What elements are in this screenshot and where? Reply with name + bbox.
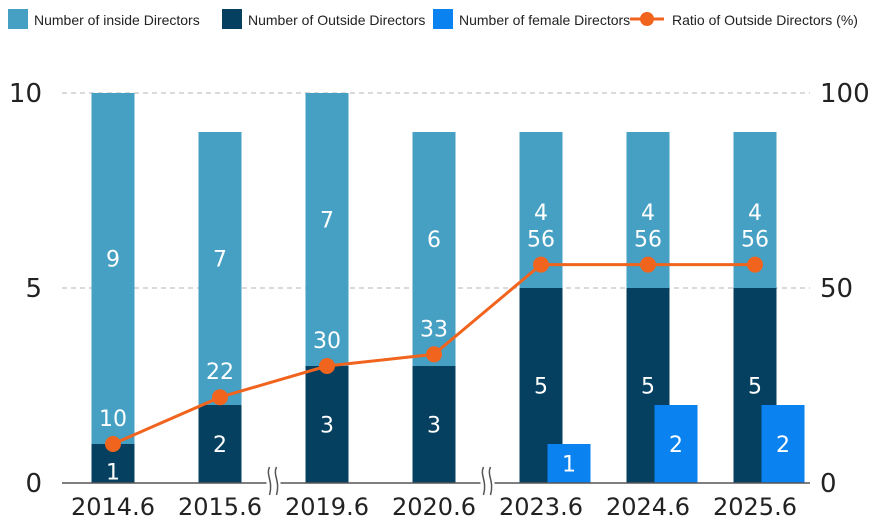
ratio-point-2020.6 — [426, 346, 442, 363]
label-ratio-2014.6: 10 — [99, 407, 127, 432]
bar-outside-2020.6 — [412, 366, 456, 483]
ratio-point-2014.6 — [105, 436, 121, 452]
label-female-2023.6: 1 — [562, 453, 576, 478]
label-outside-2023.6: 5 — [534, 375, 548, 400]
label-inside-2025.6: 4 — [748, 201, 762, 226]
bars — [91, 93, 805, 483]
label-inside-2015.6: 7 — [213, 248, 227, 273]
axis-break-stroke-2 — [274, 466, 279, 496]
label-inside-2024.6: 4 — [641, 201, 655, 226]
x-tick-2020.6: 2020.6 — [392, 493, 476, 521]
label-inside-2020.6: 6 — [427, 228, 441, 253]
label-outside-2014.6: 1 — [106, 461, 120, 486]
y-right-tick-50: 50 — [820, 274, 853, 304]
legend-swatch-0 — [8, 9, 28, 29]
x-tick-2015.6: 2015.6 — [178, 493, 262, 521]
axis-break-stroke-2 — [488, 466, 493, 496]
legend-label-0: Number of inside Directors — [34, 12, 200, 28]
label-outside-2020.6: 3 — [427, 414, 441, 439]
label-inside-2023.6: 4 — [534, 201, 548, 226]
ratio-point-2025.6 — [747, 256, 763, 273]
label-ratio-2019.6: 30 — [313, 329, 341, 354]
ratio-point-2015.6 — [212, 389, 228, 406]
x-tick-2014.6: 2014.6 — [71, 493, 155, 521]
label-inside-2019.6: 7 — [320, 209, 334, 234]
x-tick-2023.6: 2023.6 — [499, 493, 583, 521]
ratio-point-2024.6 — [640, 256, 656, 273]
data-labels: 9 1 7 2 7 3 6 3 1 4 5 2 4 5 2 4 5 10 22 30 33 56 56 56 — [99, 201, 790, 486]
label-outside-2019.6: 3 — [320, 414, 334, 439]
legend-label-3: Ratio of Outside Directors (%) — [672, 12, 858, 28]
bar-inside-2015.6 — [198, 132, 242, 405]
axis-break-stroke-1 — [267, 466, 272, 496]
label-female-2025.6: 2 — [776, 433, 790, 458]
ratio-point-2019.6 — [319, 358, 335, 374]
x-tick-2024.6: 2024.6 — [606, 493, 690, 521]
y-left-tick-5: 5 — [25, 274, 42, 304]
y-left-tick-0: 0 — [25, 469, 42, 499]
bar-outside-2019.6 — [305, 366, 349, 483]
bar-female-2023.6 — [547, 444, 591, 483]
legend-swatch-1 — [222, 9, 242, 29]
label-outside-2025.6: 5 — [748, 375, 762, 400]
label-outside-2015.6: 2 — [213, 433, 227, 458]
bar-inside-2020.6 — [412, 132, 456, 366]
x-tick-2025.6: 2025.6 — [713, 493, 797, 521]
ratio-line — [105, 256, 763, 452]
label-ratio-2025.6: 56 — [741, 228, 769, 253]
label-ratio-2023.6: 56 — [527, 228, 555, 253]
axis-break-2020.6 — [480, 466, 495, 497]
label-ratio-2015.6: 22 — [206, 360, 234, 385]
label-inside-2014.6: 9 — [106, 248, 120, 273]
label-female-2024.6: 2 — [669, 433, 683, 458]
bar-inside-2019.6 — [305, 93, 349, 366]
axis-break-stroke-1 — [481, 466, 486, 496]
bar-inside-2014.6 — [91, 93, 135, 444]
y-right-tick-100: 100 — [820, 79, 870, 109]
x-tick-2019.6: 2019.6 — [285, 493, 369, 521]
label-ratio-2024.6: 56 — [634, 228, 662, 253]
legend: Number of inside Directors Number of Outs… — [8, 9, 858, 29]
legend-marker — [640, 12, 654, 26]
legend-label-1: Number of Outside Directors — [248, 12, 425, 28]
label-ratio-2020.6: 33 — [420, 317, 448, 342]
bar-female-2024.6 — [654, 405, 698, 483]
label-outside-2024.6: 5 — [641, 375, 655, 400]
bar-female-2025.6 — [761, 405, 805, 483]
legend-swatch-2 — [433, 9, 453, 29]
y-right-tick-0: 0 — [820, 469, 837, 499]
bar-outside-2015.6 — [198, 405, 242, 483]
ratio-point-2023.6 — [533, 256, 549, 273]
legend-label-2: Number of female Directors — [459, 12, 630, 28]
y-left-tick-10: 10 — [9, 79, 42, 109]
axis-break-2015.6 — [266, 466, 281, 497]
